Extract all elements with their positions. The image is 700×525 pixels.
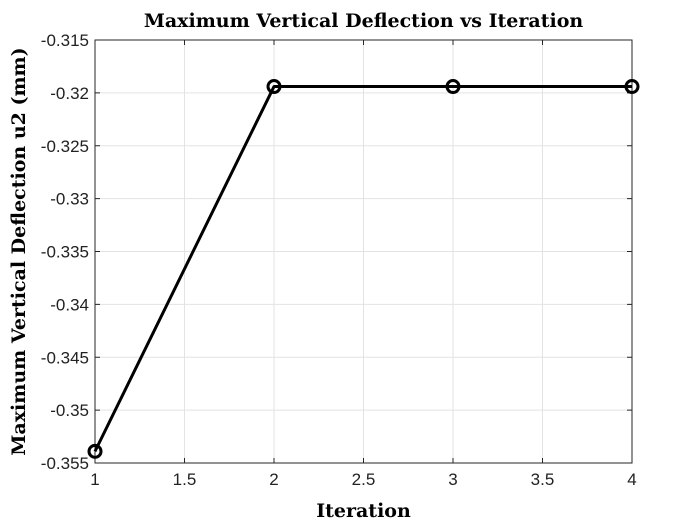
x-axis-label: Iteration	[316, 500, 411, 522]
x-tick-label: 1.5	[173, 470, 197, 489]
series-group	[87, 79, 640, 459]
x-tick-label: 3.5	[531, 470, 555, 489]
y-tick-label: -0.33	[50, 190, 89, 209]
x-tick-label: 2.5	[352, 470, 376, 489]
data-point	[87, 443, 103, 459]
y-tick-label: -0.35	[50, 401, 89, 420]
data-point	[266, 79, 282, 95]
series-line	[93, 85, 632, 453]
y-tick-label: -0.345	[41, 348, 89, 367]
y-tick-label: -0.355	[41, 454, 89, 473]
y-tick-label: -0.325	[41, 137, 89, 156]
y-tick-label: -0.335	[41, 243, 89, 262]
y-tick-label: -0.315	[41, 31, 89, 50]
grid	[94, 39, 633, 464]
x-tick-label: 4	[627, 470, 636, 489]
x-tick-label: 1	[90, 470, 99, 489]
data-point	[445, 79, 461, 95]
chart-title: Maximum Vertical Deflection vs Iteration	[144, 10, 584, 32]
y-axis-label: Maximum Vertical Deflection u2 (mm)	[8, 47, 30, 455]
x-tick-label: 3	[448, 470, 457, 489]
data-point	[624, 79, 640, 95]
tick-labels: 1 1.5 2 2.5 3 3.5 4 -0.355 -0.35 -0.345 -0.34 -0.33…	[41, 31, 637, 489]
y-tick-label: -0.34	[50, 295, 89, 314]
x-tick-label: 2	[269, 470, 278, 489]
y-tick-label: -0.32	[50, 84, 89, 103]
